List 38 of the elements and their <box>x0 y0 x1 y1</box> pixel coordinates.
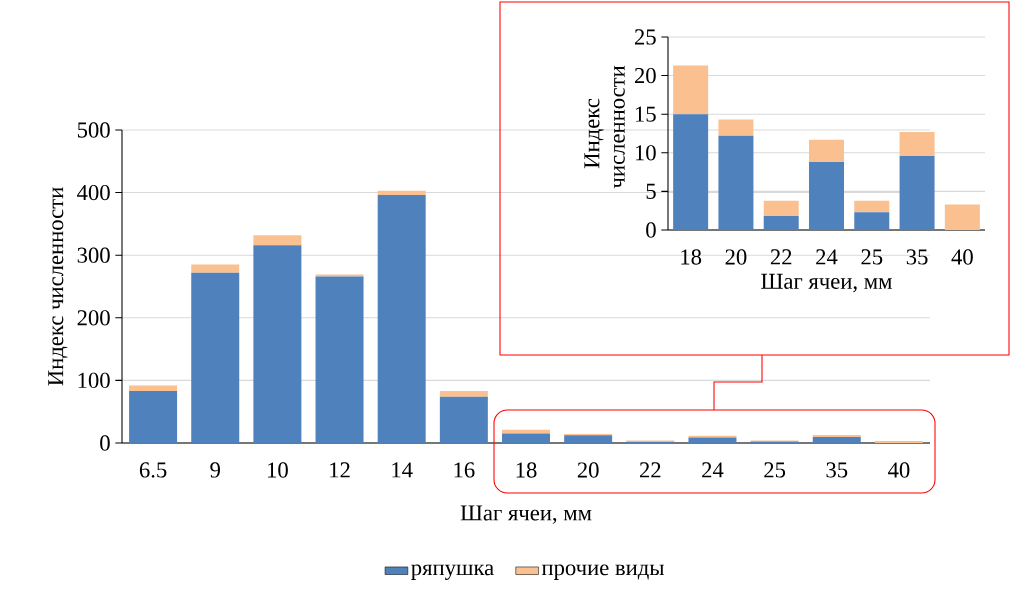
y-tick-label: 300 <box>77 247 110 263</box>
x-tick-label: 35 <box>906 249 928 265</box>
x-axis-title: Шаг ячеи, мм <box>761 273 892 293</box>
x-tick-label: 9 <box>210 462 220 478</box>
y-tick-label: 200 <box>77 310 110 326</box>
y-tick-label: 25 <box>634 29 656 45</box>
y-tick-label: 0 <box>100 435 110 451</box>
y-tick-label: 5 <box>646 183 656 199</box>
x-tick-label: 20 <box>577 462 599 478</box>
x-tick-label: 40 <box>951 249 973 265</box>
x-tick-label: 10 <box>268 462 288 478</box>
y-tick-label: 100 <box>78 372 110 389</box>
x-axis-title: Шаг ячеи, мм <box>460 505 592 524</box>
x-tick-label: 25 <box>764 462 786 478</box>
x-tick-label: 25 <box>861 249 883 265</box>
y-axis-title: Индекс численности <box>584 65 625 189</box>
y-tick-label: 0 <box>646 222 656 238</box>
x-tick-label: 20 <box>725 249 747 265</box>
y-tick-label: 500 <box>77 122 110 138</box>
x-tick-label: 22 <box>639 462 661 478</box>
x-tick-label: 24 <box>816 249 838 265</box>
x-tick-label: 6.5 <box>139 462 167 478</box>
x-tick-label: 14 <box>392 462 413 478</box>
legend-label: прочие виды <box>541 564 664 580</box>
legend-label: ряпушка <box>411 564 494 580</box>
x-tick-label: 22 <box>770 249 792 265</box>
y-tick-label: 20 <box>634 67 656 84</box>
y-tick-label: 10 <box>635 145 656 161</box>
x-tick-label: 18 <box>681 249 702 265</box>
x-tick-label: 24 <box>702 462 724 478</box>
y-tick-label: 400 <box>77 184 110 201</box>
x-tick-label: 12 <box>330 462 350 478</box>
x-tick-label: 35 <box>826 462 848 478</box>
y-tick-label: 15 <box>635 106 656 122</box>
y-axis-title: Индекс численности <box>48 187 68 386</box>
x-tick-label: 16 <box>454 462 475 478</box>
x-tick-label: 40 <box>888 462 910 478</box>
x-tick-label: 18 <box>516 462 537 478</box>
